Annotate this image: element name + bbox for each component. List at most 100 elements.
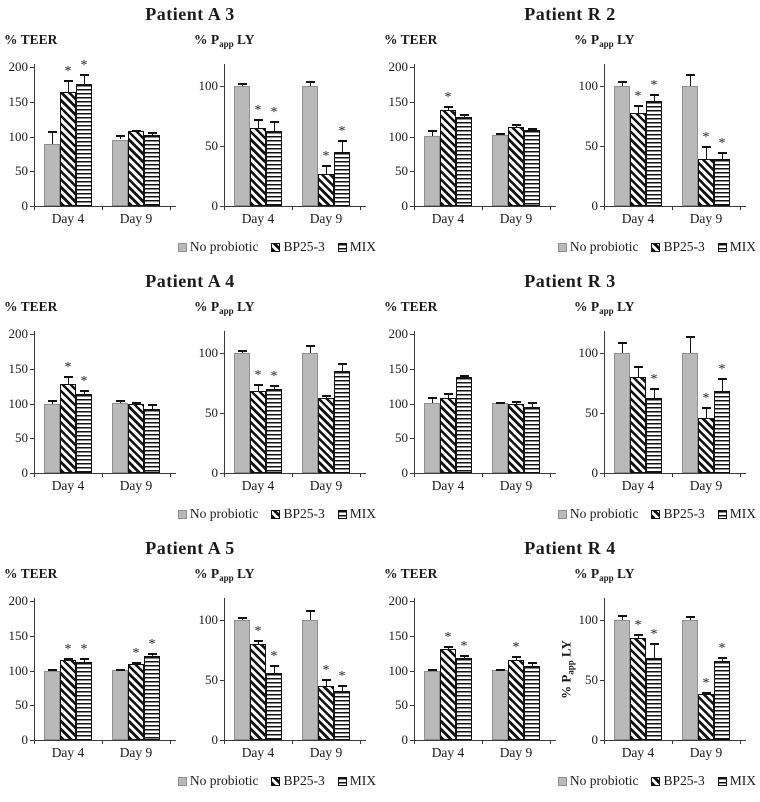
x-tick-label: Day 4 <box>51 211 85 226</box>
y-axis-line <box>414 64 415 206</box>
y-tick <box>30 636 34 638</box>
legend-item-mix: MIX <box>717 239 756 255</box>
error-bar-cap <box>701 691 711 694</box>
bar-mix <box>456 377 472 473</box>
error-bar-cap <box>633 104 643 107</box>
error-bar-cap <box>685 616 695 619</box>
x-tick-label: Day 9 <box>119 745 153 760</box>
bar-mix <box>76 661 92 740</box>
legend-item-bp25-3: BP25-3 <box>651 773 705 789</box>
error-bar-cap <box>269 385 279 388</box>
significance-star: * <box>718 361 726 377</box>
y-tick <box>410 102 414 104</box>
bar-mix <box>334 370 350 473</box>
x-axis-line <box>600 740 746 741</box>
x-tick <box>604 740 605 744</box>
error-bar <box>274 120 275 132</box>
y-tick <box>220 412 224 414</box>
bar-mix <box>144 656 160 740</box>
legend-swatch-diag <box>271 776 281 786</box>
error-bar-cap <box>115 669 125 672</box>
legend: No probiotic BP25-3 MIX <box>557 506 756 522</box>
error-bar-cap <box>63 376 73 379</box>
legend-item-no-probiotic: No probiotic <box>177 773 258 789</box>
bar-bp25-3 <box>630 637 646 740</box>
x-tick-label: Day 4 <box>431 745 465 760</box>
error-bar <box>68 79 69 92</box>
bar-no-probiotic <box>614 619 630 740</box>
bar-bp25-3 <box>250 391 266 473</box>
bar-mix <box>266 388 282 473</box>
panel-patient-r4: Patient R 4 % TEER 0 50 100 150 200 Day 4 * * Da… <box>380 534 760 802</box>
plot-teer: 0 50 100 150 200 Day 4 * * Day 9 * * <box>2 593 188 760</box>
plot-teer: 0 50 100 150 200 Day 4 * * Day 9 <box>2 326 188 493</box>
bar-bp25-3 <box>128 664 144 740</box>
x-tick <box>34 206 35 210</box>
error-bar <box>448 106 449 111</box>
error-bar-cap <box>701 406 711 409</box>
y-tick <box>220 619 224 621</box>
error-bar-cap <box>47 131 57 134</box>
legend-swatch-diag <box>651 509 661 519</box>
significance-star: * <box>444 90 452 106</box>
x-tick <box>740 740 741 744</box>
error-bar-cap <box>79 658 89 661</box>
legend-swatch-horiz <box>717 776 727 786</box>
legend-swatch-diag <box>651 242 661 252</box>
error-bar <box>258 383 259 392</box>
x-tick-label: Day 9 <box>309 211 343 226</box>
y-tick <box>600 740 604 741</box>
bar-bp25-3 <box>698 159 714 206</box>
error-bar <box>310 345 311 353</box>
bar-no-probiotic <box>682 619 698 740</box>
error-bar-cap <box>253 383 263 386</box>
y-tick-label: 150 <box>8 94 29 110</box>
error-bar-cap <box>337 684 347 687</box>
y-tick <box>600 473 604 474</box>
error-bar-cap <box>321 394 331 397</box>
bar-mix <box>714 391 730 473</box>
x-tick-label: Day 9 <box>499 478 533 493</box>
legend-item-bp25-3: BP25-3 <box>651 239 705 255</box>
error-bar-cap <box>305 80 315 83</box>
plot-teer: 0 50 100 150 200 Day 4 * * Day 9 <box>2 59 188 226</box>
error-bar-cap <box>237 350 247 353</box>
error-bar-cap <box>495 401 505 404</box>
x-tick <box>550 740 551 744</box>
error-bar-cap <box>131 129 141 132</box>
error-bar-cap <box>649 387 659 390</box>
x-tick-label: Day 9 <box>499 745 533 760</box>
error-bar-cap <box>649 642 659 645</box>
bar-no-probiotic <box>492 135 508 206</box>
significance-star: * <box>270 649 278 665</box>
error-bar-cap <box>617 341 627 344</box>
significance-star: * <box>338 123 346 139</box>
bar-no-probiotic <box>234 352 250 473</box>
error-bar-cap <box>649 94 659 97</box>
legend-item-mix: MIX <box>337 773 376 789</box>
chart-teer: % TEER 0 50 100 150 200 Day 4 Day 9 <box>382 295 568 493</box>
bar-no-probiotic <box>424 403 440 473</box>
legend: No probiotic BP25-3 MIX <box>557 773 756 789</box>
error-bar-cap <box>459 655 469 658</box>
x-tick <box>482 473 483 477</box>
y-tick <box>30 171 34 173</box>
error-bar <box>52 399 53 404</box>
x-tick-label: Day 9 <box>689 478 723 493</box>
bar-mix <box>76 84 92 206</box>
error-bar <box>326 678 327 686</box>
x-tick <box>550 473 551 477</box>
significance-star: * <box>132 645 140 661</box>
bar-no-probiotic <box>112 403 128 473</box>
chart-teer: % TEER 0 50 100 150 200 Day 4 * * Day 9 <box>2 28 188 226</box>
legend-swatch-horiz <box>337 509 347 519</box>
significance-star: * <box>460 639 468 655</box>
error-bar <box>432 397 433 404</box>
x-tick-label: Day 9 <box>309 745 343 760</box>
bar-mix <box>646 398 662 473</box>
y-tick <box>410 206 414 207</box>
bar-mix <box>524 665 540 740</box>
bar-no-probiotic <box>234 85 250 206</box>
significance-star: * <box>254 624 262 640</box>
